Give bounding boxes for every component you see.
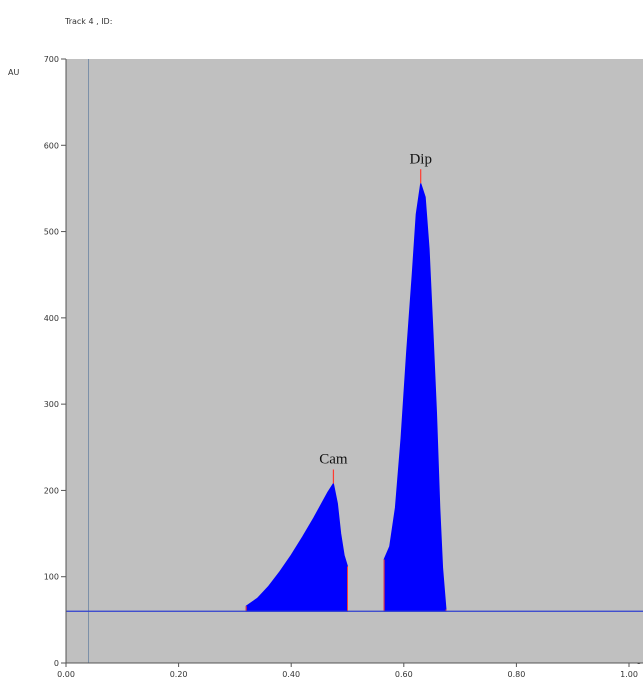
- peak-label-cam: Cam: [319, 452, 348, 468]
- plot-area: [66, 59, 643, 663]
- y-tick-label-200: 200: [44, 486, 59, 495]
- y-tick-label-300: 300: [44, 400, 59, 409]
- x-tick-label-0.40: 0.40: [282, 670, 300, 679]
- y-tick-label-100: 100: [44, 573, 59, 582]
- x-tick-label-0.00: 0.00: [57, 670, 75, 679]
- x-tick-label-0.60: 0.60: [395, 670, 413, 679]
- chart-title: Track 4 , ID:: [64, 17, 112, 26]
- y-tick-label-0: 0: [54, 659, 59, 668]
- x-tick-label-1.00: 1.00: [620, 670, 638, 679]
- y-tick-label-700: 700: [44, 55, 59, 64]
- peak-area-cam: [245, 482, 348, 612]
- y-tick-label-600: 600: [44, 141, 59, 150]
- x-tick-label-0.80: 0.80: [507, 670, 525, 679]
- peak-area-dip: [383, 183, 447, 612]
- y-tick-label-400: 400: [44, 314, 59, 323]
- x-tick-label-0.20: 0.20: [170, 670, 188, 679]
- y-tick-label-500: 500: [44, 228, 59, 237]
- peak-label-dip: Dip: [409, 151, 432, 167]
- y-axis-label: AU: [8, 68, 19, 77]
